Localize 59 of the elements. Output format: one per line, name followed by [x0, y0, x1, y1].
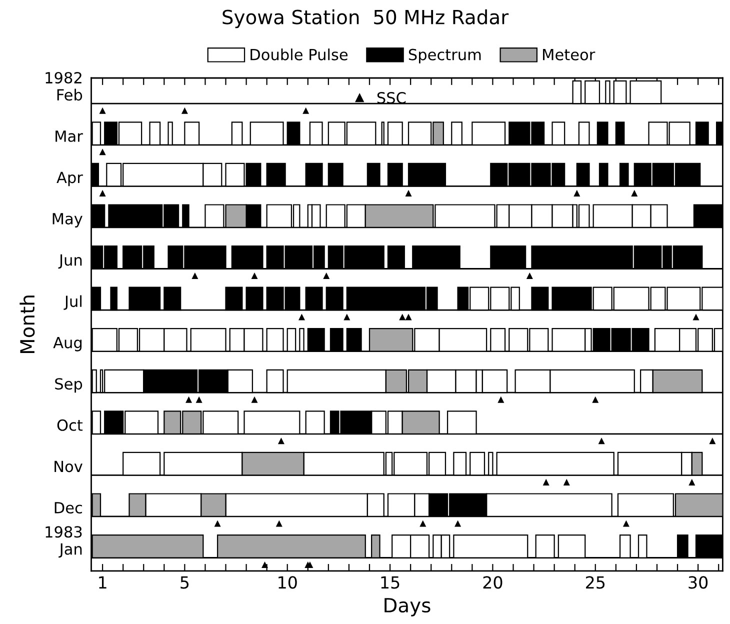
x-axis-title: Days	[384, 598, 430, 616]
point	[276, 520, 282, 527]
point	[709, 438, 716, 444]
point	[186, 396, 192, 403]
y-tick-label: 1982 Feb	[46, 72, 82, 101]
point	[278, 438, 284, 444]
y-tick-label: Jun	[58, 254, 82, 269]
x-tick-label: 15	[381, 576, 400, 589]
point	[99, 190, 106, 196]
point	[622, 520, 630, 527]
point	[99, 148, 106, 156]
point	[688, 478, 696, 486]
point	[598, 438, 605, 444]
point	[631, 190, 638, 196]
x-tick-label: 30	[688, 576, 708, 589]
point	[592, 396, 599, 403]
point	[420, 520, 426, 527]
legend-label: Double Pulse	[250, 48, 348, 60]
point	[526, 272, 533, 280]
y-tick-label: 1983 Jan	[46, 526, 82, 558]
y-tick-label: Dec	[54, 502, 82, 514]
y-tick-label: Apr	[56, 172, 83, 186]
x-tick-label: 25	[586, 576, 605, 589]
x-tick-label: 10	[278, 576, 297, 589]
point	[692, 314, 700, 320]
point	[405, 314, 412, 320]
x-tick-label: 5	[180, 576, 189, 589]
point	[344, 314, 350, 320]
chart-title: Syowa Station 50 MHz Radar	[222, 9, 509, 28]
point	[192, 272, 198, 280]
point	[399, 314, 406, 320]
point	[574, 190, 580, 196]
y-tick-label: May	[52, 213, 82, 228]
point	[323, 272, 330, 280]
y-tick-label: Aug	[53, 337, 82, 352]
point	[262, 562, 268, 568]
point	[251, 396, 258, 403]
y-tick-label: Nov	[54, 460, 82, 472]
point	[298, 314, 305, 320]
point	[498, 396, 504, 403]
x-tick-label: 20	[483, 576, 502, 589]
point	[251, 272, 258, 280]
point	[99, 107, 106, 114]
point	[181, 107, 188, 114]
x-tick-label: 1	[99, 576, 106, 588]
point	[302, 107, 310, 114]
y-tick-label: Sep	[55, 378, 82, 393]
point	[214, 520, 221, 527]
legend-label: Meteor	[543, 49, 596, 60]
point	[542, 478, 550, 486]
point	[454, 520, 462, 527]
point	[196, 396, 202, 403]
y-tick-label: Mar	[56, 130, 83, 142]
legend-label: Spectrum	[408, 48, 481, 64]
y-axis-title: Month	[20, 296, 35, 354]
point	[563, 478, 570, 486]
point	[405, 190, 412, 196]
y-tick-label: Jul	[64, 295, 82, 310]
y-tick-label: Oct	[57, 419, 83, 431]
